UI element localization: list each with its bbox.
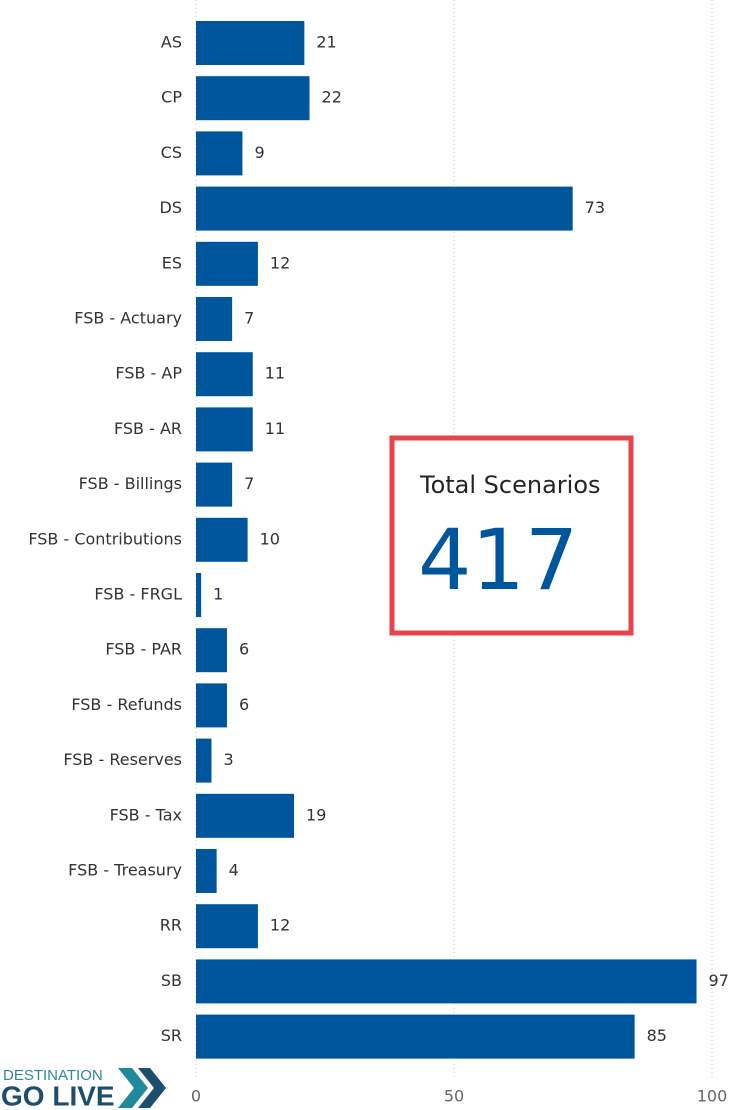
logo-chevron <box>138 1068 166 1108</box>
bar <box>196 76 310 121</box>
y-tick-label: FSB - FRGL <box>94 585 182 604</box>
y-tick-label: ES <box>162 253 182 272</box>
y-tick-label: FSB - Reserves <box>63 750 182 769</box>
y-tick-label: FSB - AR <box>114 419 182 438</box>
value-label: 9 <box>254 143 264 162</box>
y-tick-label: FSB - Refunds <box>71 695 182 714</box>
value-label: 6 <box>239 695 249 714</box>
logo: DESTINATION GO LIVE <box>1 1067 166 1110</box>
bar <box>196 683 227 728</box>
value-label: 12 <box>270 253 290 272</box>
value-label: 73 <box>585 198 605 217</box>
bar <box>196 959 697 1004</box>
logo-line2: GO LIVE <box>1 1080 115 1110</box>
bar <box>196 21 305 65</box>
value-label: 19 <box>306 805 326 824</box>
y-tick-label: FSB - Billings <box>79 474 182 493</box>
bar <box>196 131 243 176</box>
value-label: 7 <box>244 474 254 493</box>
value-label: 12 <box>270 916 290 935</box>
bar <box>196 904 258 949</box>
value-label: 10 <box>260 529 280 548</box>
x-tick-label: 50 <box>444 1087 464 1106</box>
value-label: 11 <box>265 364 285 383</box>
y-tick-label: FSB - Treasury <box>68 861 182 880</box>
y-tick-label: CP <box>161 88 182 107</box>
y-tick-label: FSB - Contributions <box>28 529 182 548</box>
x-tick-label: 0 <box>191 1087 201 1106</box>
value-label: 11 <box>265 419 285 438</box>
logo-line1: DESTINATION <box>3 1067 103 1084</box>
value-label: 3 <box>223 750 233 769</box>
bar <box>196 407 253 452</box>
value-label: 21 <box>316 33 336 52</box>
y-tick-label: RR <box>160 916 182 935</box>
y-tick-label: AS <box>161 33 182 52</box>
bar <box>196 186 573 231</box>
bar <box>196 793 295 838</box>
bar <box>196 297 233 341</box>
logo-chevron <box>118 1068 148 1108</box>
y-tick-label: SB <box>161 971 182 990</box>
y-tick-label: CS <box>161 143 182 162</box>
y-tick-label: FSB - Actuary <box>74 309 182 328</box>
value-label: 85 <box>647 1026 667 1045</box>
bar <box>196 241 258 286</box>
value-label: 1 <box>213 585 223 604</box>
kpi-value: 417 <box>418 511 578 609</box>
value-label: 6 <box>239 640 249 659</box>
value-label: 4 <box>229 861 239 880</box>
y-tick-label: FSB - Tax <box>110 805 182 824</box>
bar <box>196 352 253 397</box>
bar <box>196 573 202 617</box>
value-label: 97 <box>709 971 729 990</box>
y-tick-label: DS <box>160 198 182 217</box>
bar <box>196 849 217 893</box>
y-tick-label: FSB - PAR <box>105 640 182 659</box>
bar <box>196 628 227 673</box>
value-label: 7 <box>244 309 254 328</box>
kpi-title: Total Scenarios <box>419 471 601 499</box>
bar <box>196 1014 635 1059</box>
bar <box>196 738 212 783</box>
kpi-card <box>389 435 634 636</box>
bar <box>196 462 233 507</box>
bar <box>196 517 248 562</box>
y-tick-label: SR <box>161 1026 182 1045</box>
value-label: 22 <box>322 88 342 107</box>
x-tick-label: 100 <box>697 1087 728 1106</box>
y-tick-label: FSB - AP <box>115 364 182 383</box>
